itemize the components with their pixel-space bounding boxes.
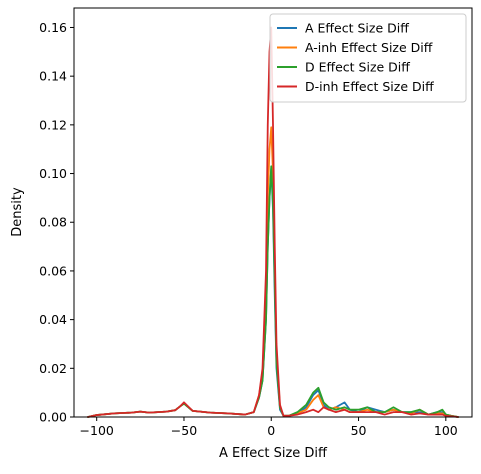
x-tick-label: −100 bbox=[80, 423, 114, 438]
y-axis: 0.00 0.02 0.04 0.06 0.08 0.10 0.12 0.14 0.16 bbox=[39, 20, 74, 425]
x-axis: −100 −50 0 50 100 bbox=[80, 417, 458, 438]
legend-label: D-inh Effect Size Diff bbox=[305, 79, 434, 94]
y-axis-label: Density bbox=[10, 187, 25, 237]
y-tick-label: 0.00 bbox=[39, 410, 67, 425]
series-line-3 bbox=[87, 26, 459, 418]
legend: A Effect Size Diff A-inh Effect Size Diff… bbox=[269, 13, 467, 103]
y-tick-label: 0.16 bbox=[39, 20, 67, 35]
legend-label: A-inh Effect Size Diff bbox=[305, 40, 433, 55]
legend-label: A Effect Size Diff bbox=[305, 21, 409, 36]
x-tick-label: 0 bbox=[267, 423, 275, 438]
y-tick-label: 0.12 bbox=[39, 117, 67, 132]
series-layer bbox=[87, 26, 459, 418]
y-tick-label: 0.06 bbox=[39, 263, 67, 278]
legend-label: D Effect Size Diff bbox=[305, 60, 410, 75]
x-tick-label: −50 bbox=[171, 423, 197, 438]
y-tick-label: 0.08 bbox=[39, 215, 67, 230]
x-tick-label: 100 bbox=[434, 423, 458, 438]
y-tick-label: 0.04 bbox=[39, 312, 67, 327]
x-tick-label: 50 bbox=[351, 423, 367, 438]
legend-box bbox=[269, 13, 467, 103]
y-tick-label: 0.14 bbox=[39, 69, 67, 84]
plot-frame bbox=[73, 7, 473, 418]
y-tick-label: 0.02 bbox=[39, 361, 67, 376]
x-axis-label: A Effect Size Diff bbox=[219, 446, 328, 461]
y-tick-label: 0.10 bbox=[39, 166, 67, 181]
